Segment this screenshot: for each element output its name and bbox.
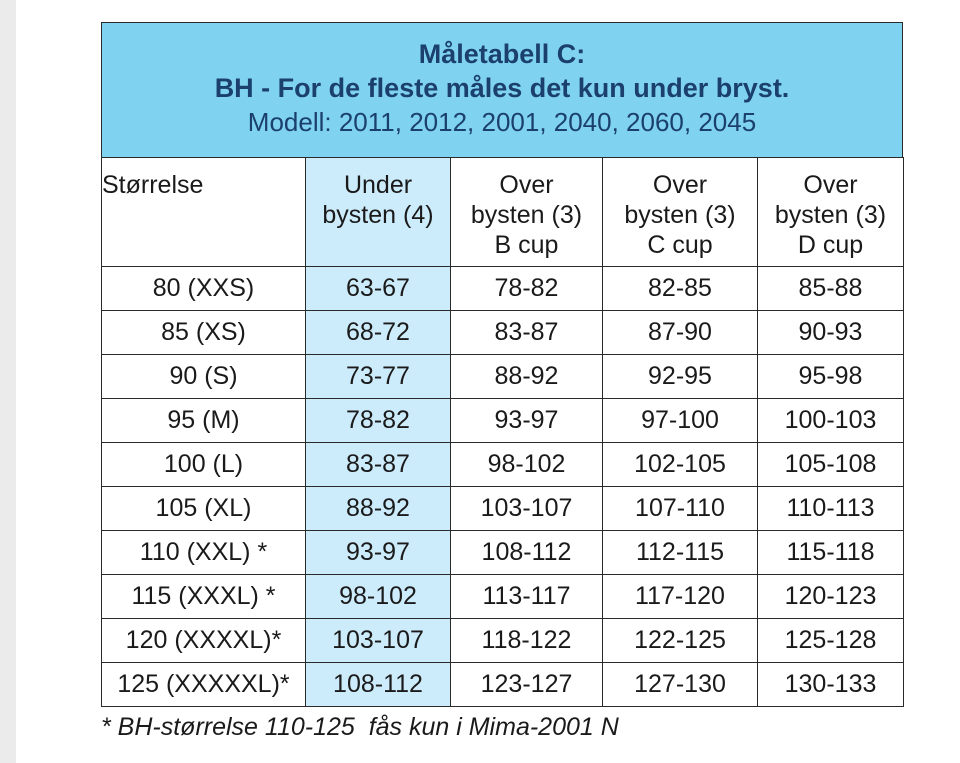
cell-size: 90 (S) <box>101 354 306 399</box>
cell-under-bust: 88-92 <box>305 486 451 531</box>
header-over-bust-c-line3: C cup <box>647 231 713 259</box>
header-size: Størrelse <box>101 157 306 267</box>
cell-under-bust: 78-82 <box>305 398 451 443</box>
cell-over-bust-d: 115-118 <box>757 530 904 575</box>
cell-over-bust-b: 118-122 <box>450 618 603 663</box>
header-over-bust-b-line3: B cup <box>494 231 559 259</box>
cell-size: 85 (XS) <box>101 310 306 355</box>
header-under-bust-line1: Under <box>343 171 413 199</box>
cell-under-bust: 93-97 <box>305 530 451 575</box>
cell-over-bust-c: 97-100 <box>602 398 758 443</box>
header-over-bust-c: Over bysten (3) C cup <box>602 157 758 267</box>
model-list: Modell: 2011, 2012, 2001, 2040, 2060, 20… <box>247 107 757 137</box>
table-header-row: Størrelse Under bysten (4) Over bysten (… <box>101 157 904 267</box>
cell-over-bust-d: 95-98 <box>757 354 904 399</box>
cell-over-bust-c: 92-95 <box>602 354 758 399</box>
cell-over-bust-b: 83-87 <box>450 310 603 355</box>
title-banner: Måletabell C: BH - For de fleste måles d… <box>101 22 903 157</box>
table-row: 95 (M) 78-82 93-97 97-100 100-103 <box>101 398 904 443</box>
cell-over-bust-d: 120-123 <box>757 574 904 619</box>
header-over-bust-d-line1: Over <box>803 171 858 199</box>
cell-over-bust-d: 85-88 <box>757 266 904 311</box>
cell-over-bust-b: 123-127 <box>450 662 603 707</box>
cell-size: 110 (XXL) * <box>101 530 306 575</box>
cell-over-bust-c: 102-105 <box>602 442 758 487</box>
header-over-bust-b: Over bysten (3) B cup <box>450 157 603 267</box>
cell-size: 80 (XXS) <box>101 266 306 311</box>
table-row: 125 (XXXXXL)* 108-112 123-127 127-130 130-13… <box>101 662 904 707</box>
cell-over-bust-d: 105-108 <box>757 442 904 487</box>
chart-subtitle: BH - For de fleste måles det kun under b… <box>214 73 790 103</box>
cell-over-bust-b: 103-107 <box>450 486 603 531</box>
cell-under-bust: 83-87 <box>305 442 451 487</box>
cell-over-bust-c: 87-90 <box>602 310 758 355</box>
cell-over-bust-b: 93-97 <box>450 398 603 443</box>
cell-over-bust-b: 108-112 <box>450 530 603 575</box>
cell-over-bust-d: 125-128 <box>757 618 904 663</box>
cell-under-bust: 103-107 <box>305 618 451 663</box>
cell-size: 100 (L) <box>101 442 306 487</box>
cell-over-bust-c: 117-120 <box>602 574 758 619</box>
cell-under-bust: 108-112 <box>305 662 451 707</box>
header-under-bust-line2: bysten (4) <box>322 201 434 229</box>
cell-over-bust-c: 122-125 <box>602 618 758 663</box>
cell-under-bust: 73-77 <box>305 354 451 399</box>
cell-over-bust-b: 98-102 <box>450 442 603 487</box>
size-chart: Måletabell C: BH - For de fleste måles d… <box>101 22 904 707</box>
cell-over-bust-d: 130-133 <box>757 662 904 707</box>
table-row: 100 (L) 83-87 98-102 102-105 105-108 <box>101 442 904 487</box>
chart-title: Måletabell C: <box>418 39 586 69</box>
table-row: 110 (XXL) * 93-97 108-112 112-115 115-118 <box>101 530 904 575</box>
header-over-bust-c-line2: bysten (3) <box>624 201 736 229</box>
header-over-bust-b-line1: Over <box>499 171 554 199</box>
footnote: * BH-størrelse 110-125 fås kun i Mima-20… <box>101 713 619 741</box>
header-over-bust-d-line3: D cup <box>797 231 864 259</box>
table-row: 105 (XL) 88-92 103-107 107-110 110-113 <box>101 486 904 531</box>
cell-over-bust-b: 78-82 <box>450 266 603 311</box>
table-row: 90 (S) 73-77 88-92 92-95 95-98 <box>101 354 904 399</box>
table-row: 115 (XXXL) * 98-102 113-117 117-120 120-123 <box>101 574 904 619</box>
cell-size: 120 (XXXXL)* <box>101 618 306 663</box>
cell-over-bust-c: 107-110 <box>602 486 758 531</box>
cell-under-bust: 63-67 <box>305 266 451 311</box>
cell-over-bust-c: 127-130 <box>602 662 758 707</box>
cell-over-bust-d: 110-113 <box>757 486 904 531</box>
table-row: 120 (XXXXL)* 103-107 118-122 122-125 125-128 <box>101 618 904 663</box>
cell-over-bust-b: 88-92 <box>450 354 603 399</box>
cell-over-bust-d: 100-103 <box>757 398 904 443</box>
cell-size: 115 (XXXL) * <box>101 574 306 619</box>
cell-under-bust: 68-72 <box>305 310 451 355</box>
cell-over-bust-b: 113-117 <box>450 574 603 619</box>
header-over-bust-c-line1: Over <box>652 171 708 199</box>
header-over-bust-b-line2: bysten (3) <box>470 201 583 229</box>
table-row: 80 (XXS) 63-67 78-82 82-85 85-88 <box>101 266 904 311</box>
cell-over-bust-d: 90-93 <box>757 310 904 355</box>
header-size-label: Størrelse <box>102 171 204 199</box>
table-body: 80 (XXS) 63-67 78-82 82-85 85-88 85 (XS) 68-72… <box>101 266 904 707</box>
header-under-bust: Under bysten (4) <box>305 157 451 267</box>
cell-size: 95 (M) <box>101 398 306 443</box>
cell-over-bust-c: 112-115 <box>602 530 758 575</box>
table-row: 85 (XS) 68-72 83-87 87-90 90-93 <box>101 310 904 355</box>
size-table: Størrelse Under bysten (4) Over bysten (… <box>101 157 904 707</box>
cell-size: 125 (XXXXXL)* <box>101 662 306 707</box>
left-margin-strip <box>0 0 16 763</box>
header-over-bust-d-line2: bysten (3) <box>774 201 887 229</box>
cell-over-bust-c: 82-85 <box>602 266 758 311</box>
cell-size: 105 (XL) <box>101 486 306 531</box>
cell-under-bust: 98-102 <box>305 574 451 619</box>
header-over-bust-d: Over bysten (3) D cup <box>757 157 904 267</box>
